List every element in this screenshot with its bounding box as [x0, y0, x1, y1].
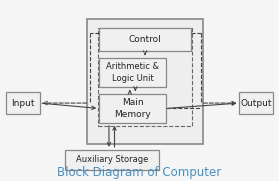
Bar: [99, 28, 191, 51]
Bar: [87, 19, 203, 144]
Bar: [99, 94, 166, 123]
Bar: [98, 28, 192, 126]
Bar: [64, 150, 159, 170]
Text: Auxiliary Storage: Auxiliary Storage: [76, 155, 148, 164]
Text: Arithmetic &
Logic Unit: Arithmetic & Logic Unit: [106, 62, 159, 83]
Bar: [99, 58, 166, 87]
Text: Control: Control: [129, 35, 162, 44]
Text: Block Diagram of Computer: Block Diagram of Computer: [57, 165, 222, 178]
Text: Main
Memory: Main Memory: [114, 98, 151, 119]
Bar: [6, 92, 40, 114]
Text: Input: Input: [11, 99, 35, 108]
Bar: [239, 92, 273, 114]
Text: Output: Output: [240, 99, 272, 108]
